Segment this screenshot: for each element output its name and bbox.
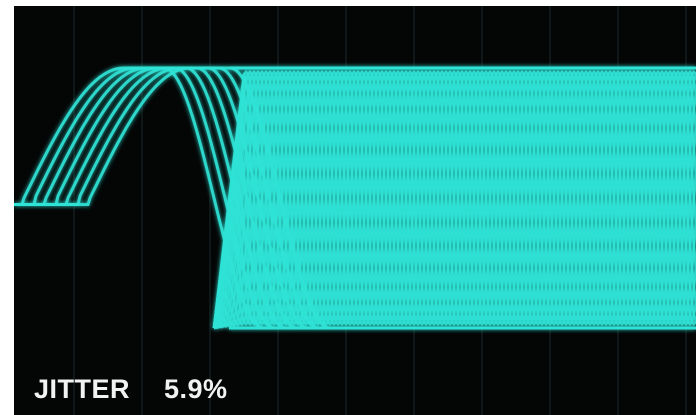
trace-band: [212, 69, 696, 329]
trace-band: [212, 69, 696, 329]
trace-band: [212, 69, 696, 329]
oscilloscope-display: JITTER 5.9%: [14, 6, 696, 415]
eye-diagram-plot: [14, 6, 696, 415]
trace-band: [212, 69, 696, 329]
signal-traces: [14, 66, 696, 330]
jitter-readout: JITTER 5.9%: [34, 374, 228, 405]
trace-band: [212, 69, 696, 329]
trace-band: [212, 69, 696, 329]
trace-band: [212, 69, 696, 329]
trace-band: [212, 69, 696, 329]
jitter-value: 5.9%: [164, 374, 228, 404]
jitter-label: JITTER: [34, 374, 131, 404]
